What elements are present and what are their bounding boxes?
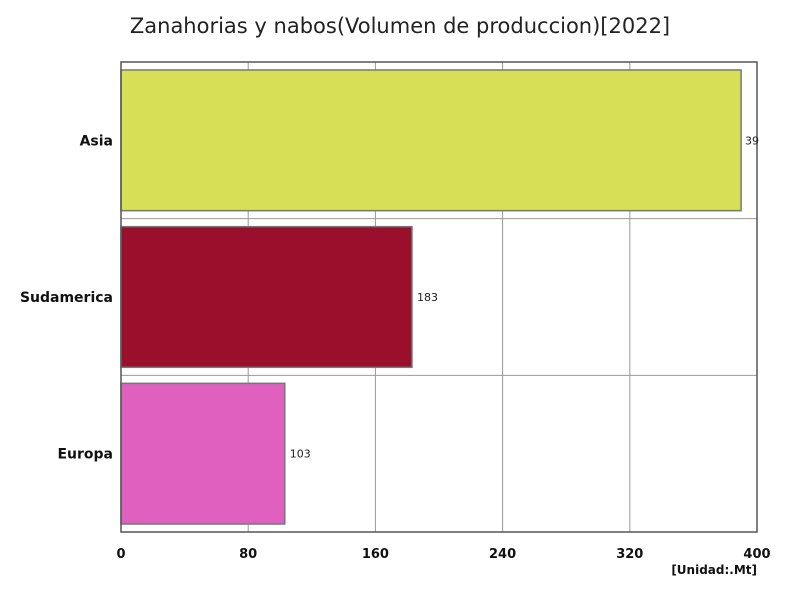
value-label: 39 (745, 134, 759, 147)
x-tick-label: 400 (743, 547, 770, 562)
labels: 0 80 160 240 320 400 Asia 39 Sudamerica 183 Europa… (20, 133, 771, 562)
plot-frame (120, 61, 758, 533)
x-tick-label: 240 (489, 547, 516, 562)
bar (120, 382, 286, 525)
unit-label: [Unidad:.Mt] (671, 563, 757, 577)
category-label: Sudamerica (20, 290, 113, 306)
category-label: Europa (57, 447, 113, 463)
x-tick-label: 80 (239, 547, 257, 562)
bar (120, 69, 742, 212)
value-label: 103 (290, 448, 311, 461)
x-tick-label: 0 (116, 547, 125, 562)
category-label: Asia (80, 133, 113, 149)
chart-title: Zanahorias y nabos(Volumen de produccion… (129, 14, 671, 38)
bar (120, 225, 413, 369)
bars (120, 69, 742, 525)
value-label: 183 (417, 291, 438, 304)
x-tick-label: 320 (616, 547, 643, 562)
x-tick-label: 160 (362, 547, 389, 562)
